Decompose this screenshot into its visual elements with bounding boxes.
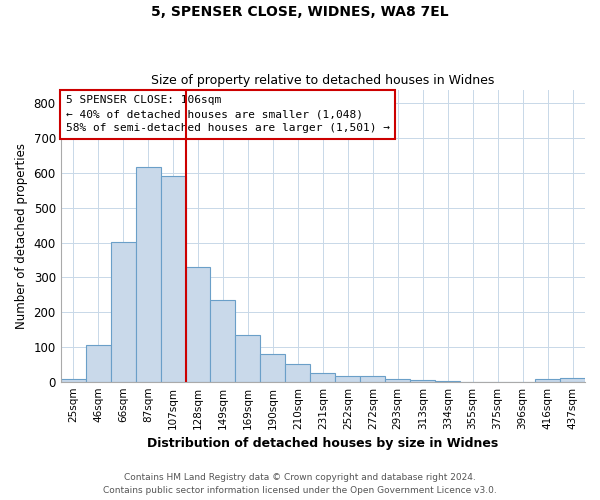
Bar [235, 334, 260, 382]
Title: Size of property relative to detached houses in Widnes: Size of property relative to detached ho… [151, 74, 494, 87]
Y-axis label: Number of detached properties: Number of detached properties [15, 142, 28, 328]
Bar [211, 300, 235, 382]
Text: 5 SPENSER CLOSE: 106sqm
← 40% of detached houses are smaller (1,048)
58% of semi: 5 SPENSER CLOSE: 106sqm ← 40% of detache… [66, 96, 390, 134]
Bar [61, 379, 86, 382]
Bar [385, 379, 410, 382]
Bar [410, 380, 435, 382]
Bar [560, 378, 585, 382]
Text: 5, SPENSER CLOSE, WIDNES, WA8 7EL: 5, SPENSER CLOSE, WIDNES, WA8 7EL [151, 5, 449, 19]
Bar [161, 176, 185, 382]
Bar [260, 354, 286, 382]
X-axis label: Distribution of detached houses by size in Widnes: Distribution of detached houses by size … [147, 437, 499, 450]
Bar [360, 376, 385, 382]
Bar [185, 266, 211, 382]
Bar [110, 242, 136, 382]
Bar [136, 167, 161, 382]
Bar [335, 376, 360, 382]
Bar [286, 364, 310, 382]
Bar [535, 378, 560, 382]
Bar [310, 374, 335, 382]
Text: Contains HM Land Registry data © Crown copyright and database right 2024.
Contai: Contains HM Land Registry data © Crown c… [103, 474, 497, 495]
Bar [86, 345, 110, 382]
